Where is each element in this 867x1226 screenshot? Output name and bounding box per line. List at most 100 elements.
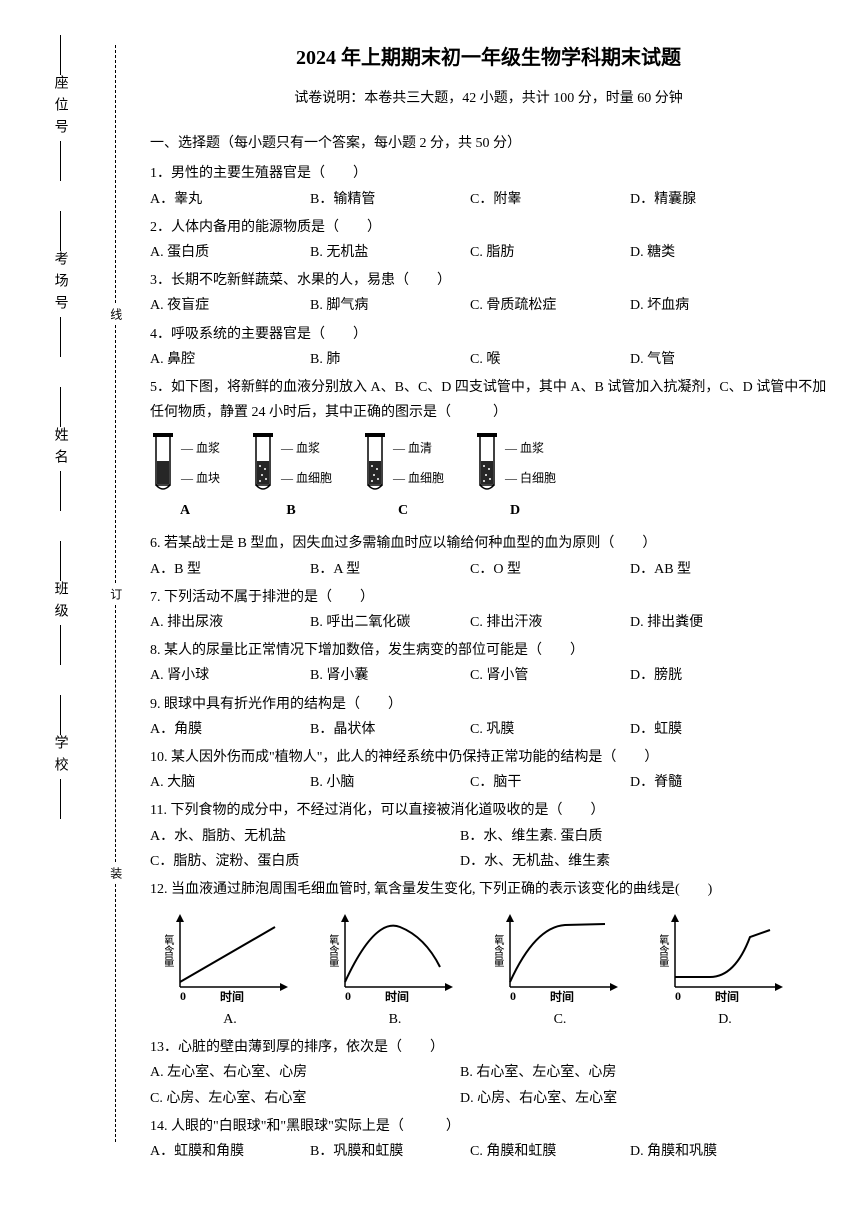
option: B．输精管 [310, 187, 460, 212]
option: A．B 型 [150, 557, 300, 582]
graph-caption: B. [330, 1007, 460, 1032]
option: B．水、维生素. 蛋白质 [460, 824, 760, 849]
question-stem: 4．呼吸系统的主要器官是（ ） [150, 322, 827, 347]
question-stem: 3．长期不吃新鲜蔬菜、水果的人，易患（ ） [150, 268, 827, 293]
section-1-head: 一、选择题（每小题只有一个答案，每小题 2 分，共 50 分） [150, 131, 827, 156]
label-seat: 座位号 [47, 75, 72, 141]
binding-label-3: 装 [104, 867, 126, 879]
option: B. 呼出二氧化碳 [310, 610, 460, 635]
tube-letter: B [286, 498, 295, 523]
question-stem: 2．人体内备用的能源物质是（ ） [150, 215, 827, 240]
tube-top-label: — 血浆 [281, 438, 332, 460]
option: A. 排出尿液 [150, 610, 300, 635]
graph-icon: 氧含量 0 时间 [165, 912, 295, 1002]
option: D．AB 型 [630, 557, 780, 582]
binding-label-2: 订 [104, 588, 126, 600]
options-row: A. 肾小球B. 肾小囊C. 肾小管D．膀胱 [150, 663, 827, 688]
option: A. 蛋白质 [150, 240, 300, 265]
option: C. 喉 [470, 347, 620, 372]
option: B. 脚气病 [310, 293, 460, 318]
options-row: A. 鼻腔B. 肺C. 喉D. 气管 [150, 347, 827, 372]
tube-top-label: — 血清 [393, 438, 444, 460]
tube-D: — 血浆 — 白细胞 D [474, 433, 556, 523]
tube-bottom-label: — 白细胞 [505, 468, 556, 490]
question-10: 10. 某人因外伤而成"植物人"，此人的神经系统中仍保持正常功能的结构是（ ）A… [150, 745, 827, 795]
option: D. 角膜和巩膜 [630, 1139, 780, 1164]
question-14: 14. 人眼的"白眼球"和"黑眼球"实际上是（ ）A．虹膜和角膜B．巩膜和虹膜C… [150, 1114, 827, 1164]
option: B. 无机盐 [310, 240, 460, 265]
graph-2: 氧含量 0 时间 [495, 912, 625, 1002]
options-row: A. 蛋白质B. 无机盐C. 脂肪D. 糖类 [150, 240, 827, 265]
option: D. 气管 [630, 347, 780, 372]
question-stem: 12. 当血液通过肺泡周围毛细血管时, 氧含量发生变化, 下列正确的表示该变化的… [150, 877, 827, 902]
tube-letter: C [398, 498, 408, 523]
tube-bottom-label: — 血细胞 [281, 468, 332, 490]
option: C. 骨质疏松症 [470, 293, 620, 318]
option: B. 肺 [310, 347, 460, 372]
tube-top-label: — 血浆 [181, 438, 220, 460]
svg-text:0: 0 [510, 989, 516, 1002]
graph-icon: 氧含量 0 时间 [330, 912, 460, 1002]
tube-A: — 血浆 — 血块 A [150, 433, 220, 523]
svg-text:氧含量: 氧含量 [660, 933, 670, 967]
question-13: 13．心脏的壁由薄到厚的排序，依次是（ ）A. 左心室、右心室、心房B. 右心室… [150, 1035, 827, 1111]
options-row: A. 左心室、右心室、心房B. 右心室、左心室、心房C. 心房、左心室、右心室D… [150, 1060, 827, 1110]
option: B. 肾小囊 [310, 663, 460, 688]
tube-letter: D [510, 498, 520, 523]
graph-caption: A. [165, 1007, 295, 1032]
svg-text:0: 0 [345, 989, 351, 1002]
option: C. 心房、左心室、右心室 [150, 1086, 450, 1111]
option: D．膀胱 [630, 663, 780, 688]
option: C．附睾 [470, 187, 620, 212]
options-row: A．角膜B．晶状体C. 巩膜D．虹膜 [150, 717, 827, 742]
graph-3: 氧含量 0 时间 [660, 912, 790, 1002]
content-area: 2024 年上期期末初一年级生物学科期末试题 试卷说明：本卷共三大题，42 小题… [130, 20, 827, 1167]
tube-C: — 血清 — 血细胞 C [362, 433, 444, 523]
option: A．虹膜和角膜 [150, 1139, 300, 1164]
svg-text:时间: 时间 [550, 989, 574, 1002]
option: C. 排出汗液 [470, 610, 620, 635]
svg-text:时间: 时间 [220, 989, 244, 1002]
options-row: A．虹膜和角膜B．巩膜和虹膜C. 角膜和虹膜D. 角膜和巩膜 [150, 1139, 827, 1164]
option: D．脊髓 [630, 770, 780, 795]
question-4: 4．呼吸系统的主要器官是（ ）A. 鼻腔B. 肺C. 喉D. 气管 [150, 322, 827, 372]
question-stem: 13．心脏的壁由薄到厚的排序，依次是（ ） [150, 1035, 827, 1060]
graph-1: 氧含量 0 时间 [330, 912, 460, 1002]
svg-text:氧含量: 氧含量 [165, 933, 175, 967]
tube-icon [250, 433, 276, 495]
tube-icon [150, 433, 176, 495]
question-stem: 10. 某人因外伤而成"植物人"，此人的神经系统中仍保持正常功能的结构是（ ） [150, 745, 827, 770]
binding-line: 线 订 装 [100, 20, 130, 1167]
question-stem: 8. 某人的尿量比正常情况下增加数倍，发生病变的部位可能是（ ） [150, 638, 827, 663]
question-9: 9. 眼球中具有折光作用的结构是（ ）A．角膜B．晶状体C. 巩膜D．虹膜 [150, 692, 827, 742]
option: B．晶状体 [310, 717, 460, 742]
options-row: A．水、脂肪、无机盐B．水、维生素. 蛋白质C．脂肪、淀粉、蛋白质D．水、无机盐… [150, 824, 827, 874]
graph-captions: A.B.C.D. [165, 1007, 827, 1032]
graph-caption: C. [495, 1007, 625, 1032]
option: B．A 型 [310, 557, 460, 582]
option: A．睾丸 [150, 187, 300, 212]
question-11: 11. 下列食物的成分中，不经过消化，可以直接被消化道吸收的是（ ）A．水、脂肪… [150, 798, 827, 874]
svg-text:0: 0 [675, 989, 681, 1002]
option: A．角膜 [150, 717, 300, 742]
option: A．水、脂肪、无机盐 [150, 824, 450, 849]
tube-top-label: — 血浆 [505, 438, 556, 460]
question-stem: 9. 眼球中具有折光作用的结构是（ ） [150, 692, 827, 717]
tube-figure-row: — 血浆 — 血块 A — 血浆 — 血细胞 B [150, 433, 827, 523]
option: C．脂肪、淀粉、蛋白质 [150, 849, 450, 874]
svg-text:0: 0 [180, 989, 186, 1002]
option: D. 糖类 [630, 240, 780, 265]
option: D. 坏血病 [630, 293, 780, 318]
tube-B: — 血浆 — 血细胞 B [250, 433, 332, 523]
question-stem: 11. 下列食物的成分中，不经过消化，可以直接被消化道吸收的是（ ） [150, 798, 827, 823]
question-7: 7. 下列活动不属于排泄的是（ ）A. 排出尿液 B. 呼出二氧化碳 C. 排出汗液… [150, 585, 827, 635]
option: A. 肾小球 [150, 663, 300, 688]
option: D. 排出粪便 [630, 610, 780, 635]
option: A. 左心室、右心室、心房 [150, 1060, 450, 1085]
question-6: 6. 若某战士是 B 型血，因失血过多需输血时应以输给何种血型的血为原则（ ）A… [150, 531, 827, 581]
option: B. 小脑 [310, 770, 460, 795]
sidebar-fillins: 座位号 考场号 姓名 班级 学校 [20, 20, 100, 1167]
question-stem: 7. 下列活动不属于排泄的是（ ） [150, 585, 827, 610]
options-row: A．睾丸B．输精管C．附睾D．精囊腺 [150, 187, 827, 212]
svg-text:时间: 时间 [715, 989, 739, 1002]
